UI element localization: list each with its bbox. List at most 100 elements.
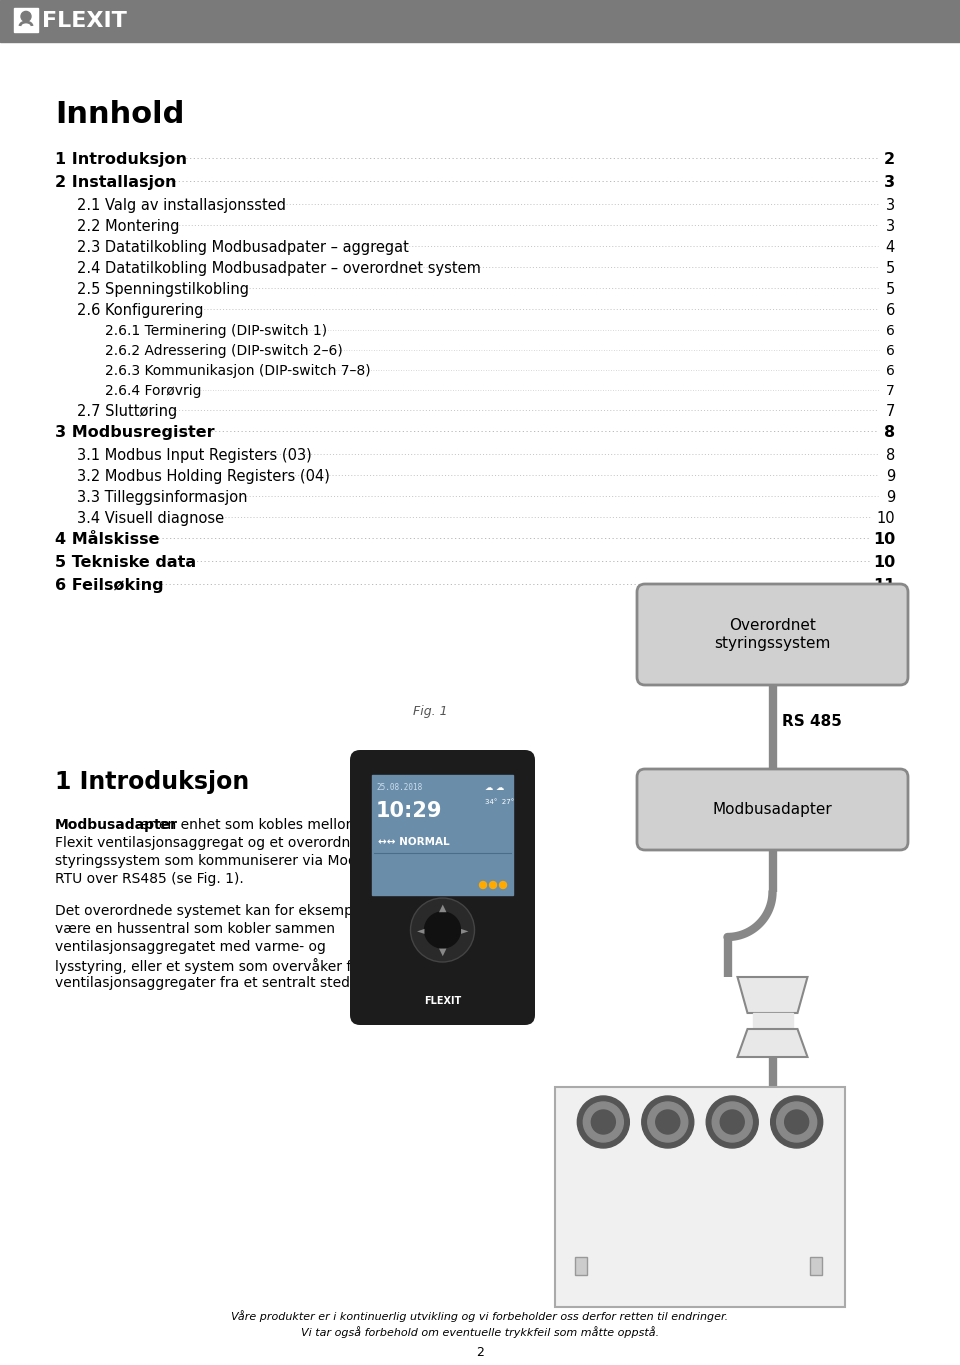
Text: ▲: ▲ <box>439 904 446 913</box>
Text: 6: 6 <box>886 364 895 378</box>
Text: lysstyring, eller et system som overvåker flere: lysstyring, eller et system som overvåke… <box>55 958 377 975</box>
Text: 2.1 Valg av installasjonssted: 2.1 Valg av installasjonssted <box>77 198 286 213</box>
Bar <box>575 1257 587 1275</box>
Text: RTU over RS485 (se Fig. 1).: RTU over RS485 (se Fig. 1). <box>55 872 244 886</box>
Bar <box>14 8 38 31</box>
Text: 3.3 Tilleggsinformasjon: 3.3 Tilleggsinformasjon <box>77 490 248 505</box>
Text: 3: 3 <box>886 218 895 233</box>
Text: 2.3 Datatilkobling Modbusadpater – aggregat: 2.3 Datatilkobling Modbusadpater – aggre… <box>77 240 409 255</box>
Text: er en enhet som kobles mellom: er en enhet som kobles mellom <box>135 818 359 833</box>
Text: Flexit ventilasjonsaggregat og et overordnet: Flexit ventilasjonsaggregat og et overor… <box>55 835 364 850</box>
Text: 1 Introduksjon: 1 Introduksjon <box>55 152 187 167</box>
FancyBboxPatch shape <box>637 584 908 685</box>
Text: ventilasjonsaggregater fra et sentralt sted.: ventilasjonsaggregater fra et sentralt s… <box>55 976 354 990</box>
Text: 5: 5 <box>886 261 895 276</box>
Text: Våre produkter er i kontinuerlig utvikling og vi forbeholder oss derfor retten t: Våre produkter er i kontinuerlig utvikli… <box>231 1310 729 1321</box>
Text: være en hussentral som kobler sammen: være en hussentral som kobler sammen <box>55 921 335 936</box>
Bar <box>0 0 960 42</box>
Text: 3: 3 <box>886 198 895 213</box>
Text: ↔↔ NORMAL: ↔↔ NORMAL <box>378 837 449 848</box>
Circle shape <box>490 882 496 889</box>
Text: 3.1 Modbus Input Registers (03): 3.1 Modbus Input Registers (03) <box>77 448 312 463</box>
Text: styringssystem som kommuniserer via Modbus: styringssystem som kommuniserer via Modb… <box>55 854 382 868</box>
Text: Fig. 1: Fig. 1 <box>413 706 447 718</box>
Circle shape <box>771 1096 823 1148</box>
Text: 2.6.3 Kommunikasjon (DIP-switch 7–8): 2.6.3 Kommunikasjon (DIP-switch 7–8) <box>105 364 371 378</box>
Circle shape <box>577 1096 630 1148</box>
Circle shape <box>712 1102 753 1143</box>
Circle shape <box>720 1110 744 1134</box>
Text: Modbusadapter: Modbusadapter <box>712 803 832 818</box>
Text: 7: 7 <box>886 404 895 419</box>
Text: Innhold: Innhold <box>55 100 184 130</box>
Text: FLEXIT: FLEXIT <box>42 11 127 31</box>
Text: 34°  27°: 34° 27° <box>485 799 515 805</box>
Text: 9: 9 <box>886 490 895 505</box>
Text: 10: 10 <box>873 556 895 571</box>
Text: 3.4 Visuell diagnose: 3.4 Visuell diagnose <box>77 511 224 526</box>
Text: 6: 6 <box>886 344 895 358</box>
Text: 11: 11 <box>873 577 895 592</box>
Text: 7: 7 <box>886 384 895 399</box>
Text: 2.5 Spenningstilkobling: 2.5 Spenningstilkobling <box>77 283 249 298</box>
Text: FLEXIT: FLEXIT <box>424 996 461 1006</box>
Text: 6: 6 <box>886 303 895 318</box>
Text: 10:29: 10:29 <box>376 801 443 820</box>
Text: 2.6.4 Forøvrig: 2.6.4 Forøvrig <box>105 384 202 399</box>
Circle shape <box>784 1110 808 1134</box>
Text: 4 Målskisse: 4 Målskisse <box>55 532 159 547</box>
Text: Overordnet
styringssystem: Overordnet styringssystem <box>714 618 830 651</box>
Text: 3.2 Modbus Holding Registers (04): 3.2 Modbus Holding Registers (04) <box>77 470 330 485</box>
Bar <box>753 1013 793 1029</box>
FancyBboxPatch shape <box>350 749 535 1025</box>
Text: 3: 3 <box>884 175 895 190</box>
Text: 2.6.2 Adressering (DIP-switch 2–6): 2.6.2 Adressering (DIP-switch 2–6) <box>105 344 343 358</box>
Text: 2.7 Sluttøring: 2.7 Sluttøring <box>77 404 178 419</box>
Text: ☁ ☁: ☁ ☁ <box>485 784 504 792</box>
Circle shape <box>479 882 487 889</box>
Text: ◄: ◄ <box>417 925 424 935</box>
Text: 2 Installasjon: 2 Installasjon <box>55 175 177 190</box>
Text: 10: 10 <box>876 511 895 526</box>
Circle shape <box>584 1102 623 1143</box>
Text: 2.4 Datatilkobling Modbusadpater – overordnet system: 2.4 Datatilkobling Modbusadpater – overo… <box>77 261 481 276</box>
Text: ►: ► <box>461 925 468 935</box>
Text: 5: 5 <box>886 283 895 298</box>
Bar <box>810 1257 822 1275</box>
Circle shape <box>591 1110 615 1134</box>
Text: 9: 9 <box>886 470 895 485</box>
Text: 4: 4 <box>886 240 895 255</box>
Bar <box>372 775 513 895</box>
Text: 2.6 Konfigurering: 2.6 Konfigurering <box>77 303 204 318</box>
Text: 8: 8 <box>884 425 895 440</box>
FancyBboxPatch shape <box>637 768 908 850</box>
Text: 25.08.2018: 25.08.2018 <box>376 784 422 792</box>
Text: Vi tar også forbehold om eventuelle trykkfeil som måtte oppstå.: Vi tar også forbehold om eventuelle tryk… <box>300 1325 660 1338</box>
Text: RS 485: RS 485 <box>782 714 842 729</box>
Circle shape <box>656 1110 680 1134</box>
Circle shape <box>424 912 461 949</box>
FancyBboxPatch shape <box>555 1087 845 1308</box>
Circle shape <box>707 1096 758 1148</box>
Text: 1 Introduksjon: 1 Introduksjon <box>55 770 250 794</box>
Circle shape <box>21 11 31 22</box>
Polygon shape <box>737 977 807 1013</box>
Text: 3 Modbusregister: 3 Modbusregister <box>55 425 215 440</box>
Polygon shape <box>737 1029 807 1057</box>
Text: 2: 2 <box>884 152 895 167</box>
Text: 2.2 Montering: 2.2 Montering <box>77 218 180 233</box>
Text: 6: 6 <box>886 324 895 339</box>
Text: 10: 10 <box>873 532 895 547</box>
Text: 6 Feilsøking: 6 Feilsøking <box>55 577 163 592</box>
Text: Modbusadapter: Modbusadapter <box>55 818 178 833</box>
Text: 2: 2 <box>476 1346 484 1360</box>
Circle shape <box>642 1096 694 1148</box>
Text: Det overordnede systemet kan for eksempel: Det overordnede systemet kan for eksempe… <box>55 904 366 919</box>
Text: ▼: ▼ <box>439 947 446 957</box>
Text: 5 Tekniske data: 5 Tekniske data <box>55 556 196 571</box>
Circle shape <box>648 1102 687 1143</box>
Circle shape <box>411 898 474 962</box>
Text: 8: 8 <box>886 448 895 463</box>
Text: ventilasjonsaggregatet med varme- og: ventilasjonsaggregatet med varme- og <box>55 940 325 954</box>
Circle shape <box>499 882 507 889</box>
